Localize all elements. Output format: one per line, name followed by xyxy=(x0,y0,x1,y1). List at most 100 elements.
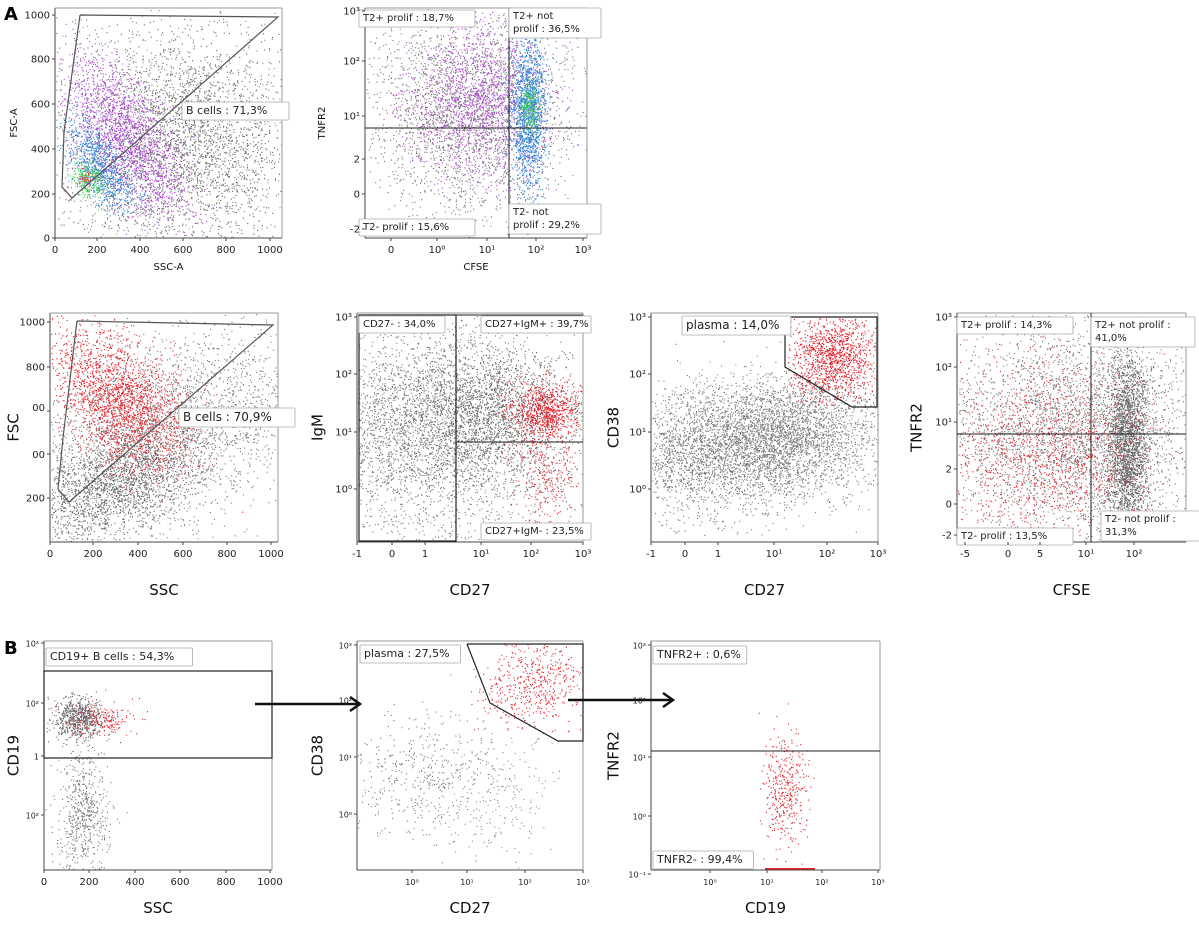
x-tick-label: 10¹ xyxy=(1078,549,1095,560)
gate-label-b-cells-box xyxy=(178,407,296,428)
y-tick-label: 10² xyxy=(335,370,352,381)
x-axis-label: CD19 xyxy=(745,899,786,917)
quadrant-label-t2p-prolif-box xyxy=(956,316,1074,335)
x-tick-label: 0 xyxy=(52,245,58,256)
y-tick-label: 10⁰ xyxy=(339,811,352,820)
x-tick-label: 10¹ xyxy=(766,549,783,560)
x-tick-label: 200 xyxy=(79,877,98,888)
scatter-points-blue xyxy=(494,10,558,228)
y-tick-label: 10³ xyxy=(935,313,952,324)
plot-a1-fsc-vs-ssc: B cells : 71,3% 0 200 400 600 800 1000 0 200 400 6… xyxy=(9,7,290,273)
quadrant-label-t2p-prolif: T2+ prolif : 14,3% xyxy=(960,320,1052,331)
cd27neg-gate xyxy=(358,314,457,542)
x-tick-label: 10⁰ xyxy=(429,245,446,256)
x-tick-label: 10² xyxy=(523,549,540,560)
x-tick-label: 600 xyxy=(173,549,192,560)
plot-a2-tnfr2-vs-cfse: T2+ prolif : 18,7% T2+ not prolif : 36,5% T… xyxy=(317,7,602,273)
quadrant-label-t2p-prolif: T2+ prolif : 18,7% xyxy=(362,13,454,24)
y-tick-label: 10³ xyxy=(26,640,39,649)
y-axis-label: FSC-A xyxy=(9,108,20,137)
scatter-points-red xyxy=(51,315,244,521)
y-tick-label: 10² xyxy=(26,812,39,821)
gate-label-b-cells: B cells : 70,9% xyxy=(183,410,272,424)
scatter-points-green xyxy=(516,62,544,147)
scatter-points-red xyxy=(77,168,96,188)
y-tick-label: 10² xyxy=(26,700,39,709)
gate-label-cd27neg: CD27- : 34,0% xyxy=(363,319,436,330)
x-tick-label: 200 xyxy=(83,549,102,560)
y-tick-label: 10² xyxy=(339,697,352,706)
gate-label-plasma-box xyxy=(681,315,792,336)
y-tick-label: 10¹ xyxy=(343,112,360,123)
y-axis-label: CD19 xyxy=(5,735,23,776)
quadrant-label-t2p-notprolif: prolif : 36,5% xyxy=(513,24,580,35)
y-tick-label: 10² xyxy=(629,370,646,381)
x-tick-label: 400 xyxy=(125,877,144,888)
gate-label-tnfr2pos: TNFR2+ : 0,6% xyxy=(656,648,741,661)
y-axis-label: FSC xyxy=(5,413,23,441)
cd19-gate xyxy=(43,670,273,759)
x-tick-label: 10³ xyxy=(576,878,589,887)
gate-label-cd27pos-igmpos-box xyxy=(480,315,592,334)
gate-label-cd27neg-box xyxy=(358,315,446,334)
x-axis-label: SSC-A xyxy=(154,262,184,273)
plasma-gate xyxy=(466,643,584,742)
scatter-points-grey-column xyxy=(1089,316,1158,542)
x-tick-label: 10⁰ xyxy=(703,878,716,887)
x-axis-label: SSC xyxy=(149,581,179,599)
quadrant-label-t2p-notprolif-box xyxy=(508,7,602,39)
y-tick-label: 0 xyxy=(946,500,952,511)
y-tick-label: 1000 xyxy=(20,318,45,329)
plot-a4-igm-vs-cd27: CD27- : 34,0% CD27+IgM+ : 39,7% CD27+IgM- … xyxy=(309,312,592,599)
x-tick-label: 10¹ xyxy=(479,245,496,256)
plot-a5-cd38-vs-cd27: plasma : 14,0% -1 0 1 10¹ 10² 10³ 10⁰ 10¹ 10² 10³ C… xyxy=(605,312,886,599)
x-tick-label: 10¹ xyxy=(473,549,490,560)
y-tick-label: 800 xyxy=(26,363,45,374)
plot-b3-tnfr2-vs-cd19: TNFR2+ : 0,6% TNFR2- : 99,4% 10⁰ 10¹ 10² 10³ 1… xyxy=(605,640,885,917)
x-tick-label: 0 xyxy=(388,245,394,256)
y-tick-label: 0 xyxy=(44,234,50,245)
quadrant-label-t2p-notprolif-box xyxy=(1090,316,1196,348)
scatter-points-grey xyxy=(652,337,878,536)
gating-arrows xyxy=(255,691,676,713)
b-cells-gate xyxy=(61,14,280,199)
scatter-points-grey xyxy=(358,314,583,543)
y-tick-label: 1 xyxy=(34,753,39,762)
scatter-points-red xyxy=(495,369,583,456)
y-tick-label: 200 xyxy=(26,494,45,505)
quadrant-label-t2n-prolif-box xyxy=(956,527,1074,546)
x-tick-label: 10⁰ xyxy=(405,878,418,887)
scatter-points-red xyxy=(55,689,148,742)
gate-label-cd27pos-igmneg: CD27+IgM- : 23,5% xyxy=(485,526,584,537)
y-tick-label: 1000 xyxy=(25,11,50,22)
quadrant-label-t2n-prolif: T2- prolif : 13,5% xyxy=(960,531,1047,542)
x-tick-label: 400 xyxy=(128,549,147,560)
quadrant-label-t2n-notprolif-box xyxy=(508,203,602,235)
gate-label-cd19-box xyxy=(45,647,194,667)
plasma-gate xyxy=(784,316,878,408)
y-tick-label: 0 xyxy=(354,190,360,201)
y-axis-label: TNFR2 xyxy=(908,403,926,453)
y-tick-label: -2 xyxy=(942,531,952,542)
x-tick-label: 800 xyxy=(216,245,235,256)
y-tick-label: 10³ xyxy=(343,7,360,18)
quadrant-label-t2p-prolif-box xyxy=(358,9,476,28)
x-tick-label: 0 xyxy=(682,549,688,560)
x-tick-label: 0 xyxy=(41,877,47,888)
gate-label-cd27pos-igmneg-box xyxy=(480,522,592,541)
plot-b1-cd19-vs-ssc: CD19+ B cells : 54,3% 0 200 400 600 800 1000 10… xyxy=(5,640,283,918)
x-tick-label: 600 xyxy=(170,877,189,888)
scatter-points-red xyxy=(758,703,815,865)
x-tick-label: 5 xyxy=(1037,549,1043,560)
panel-a-label: A xyxy=(4,4,18,25)
scatter-points-grey xyxy=(51,314,278,542)
scatter-points-grey-lower xyxy=(45,729,128,870)
gate-label-b-cells-box xyxy=(181,101,290,121)
y-axis-label: TNFR2 xyxy=(317,107,328,141)
x-tick-label: 800 xyxy=(217,549,236,560)
x-tick-label: 10² xyxy=(1126,549,1143,560)
gate-label-b-cells: B cells : 71,3% xyxy=(186,104,267,117)
y-tick-label: 10³ xyxy=(629,313,646,324)
y-tick-label: 10⁰ xyxy=(633,813,646,822)
